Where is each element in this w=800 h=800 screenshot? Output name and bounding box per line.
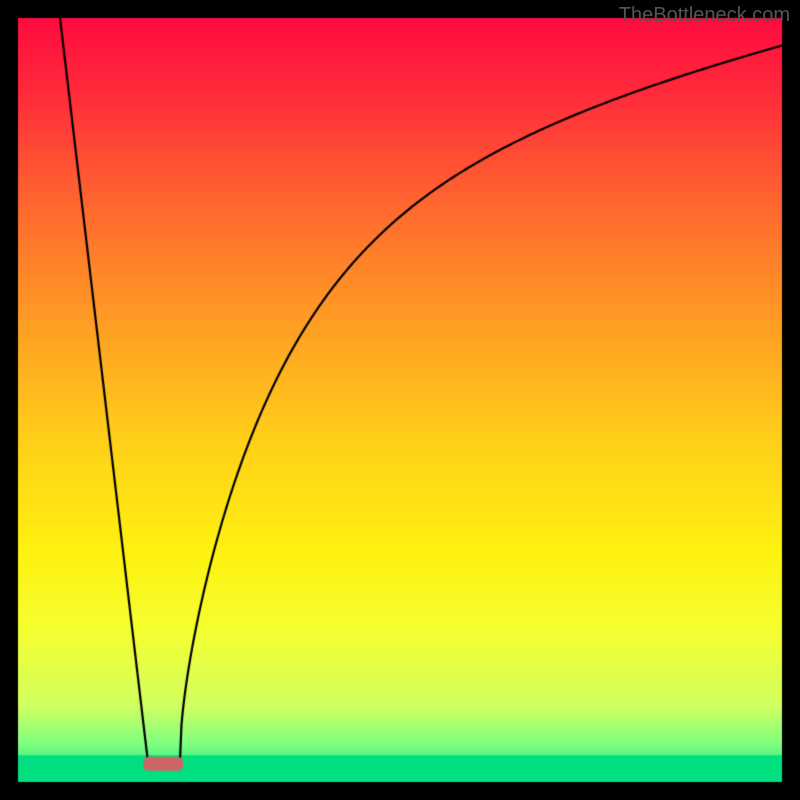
chart-container: TheBottleneck.com <box>0 0 800 800</box>
watermark-text: TheBottleneck.com <box>619 4 790 27</box>
bottleneck-chart-canvas <box>0 0 800 800</box>
